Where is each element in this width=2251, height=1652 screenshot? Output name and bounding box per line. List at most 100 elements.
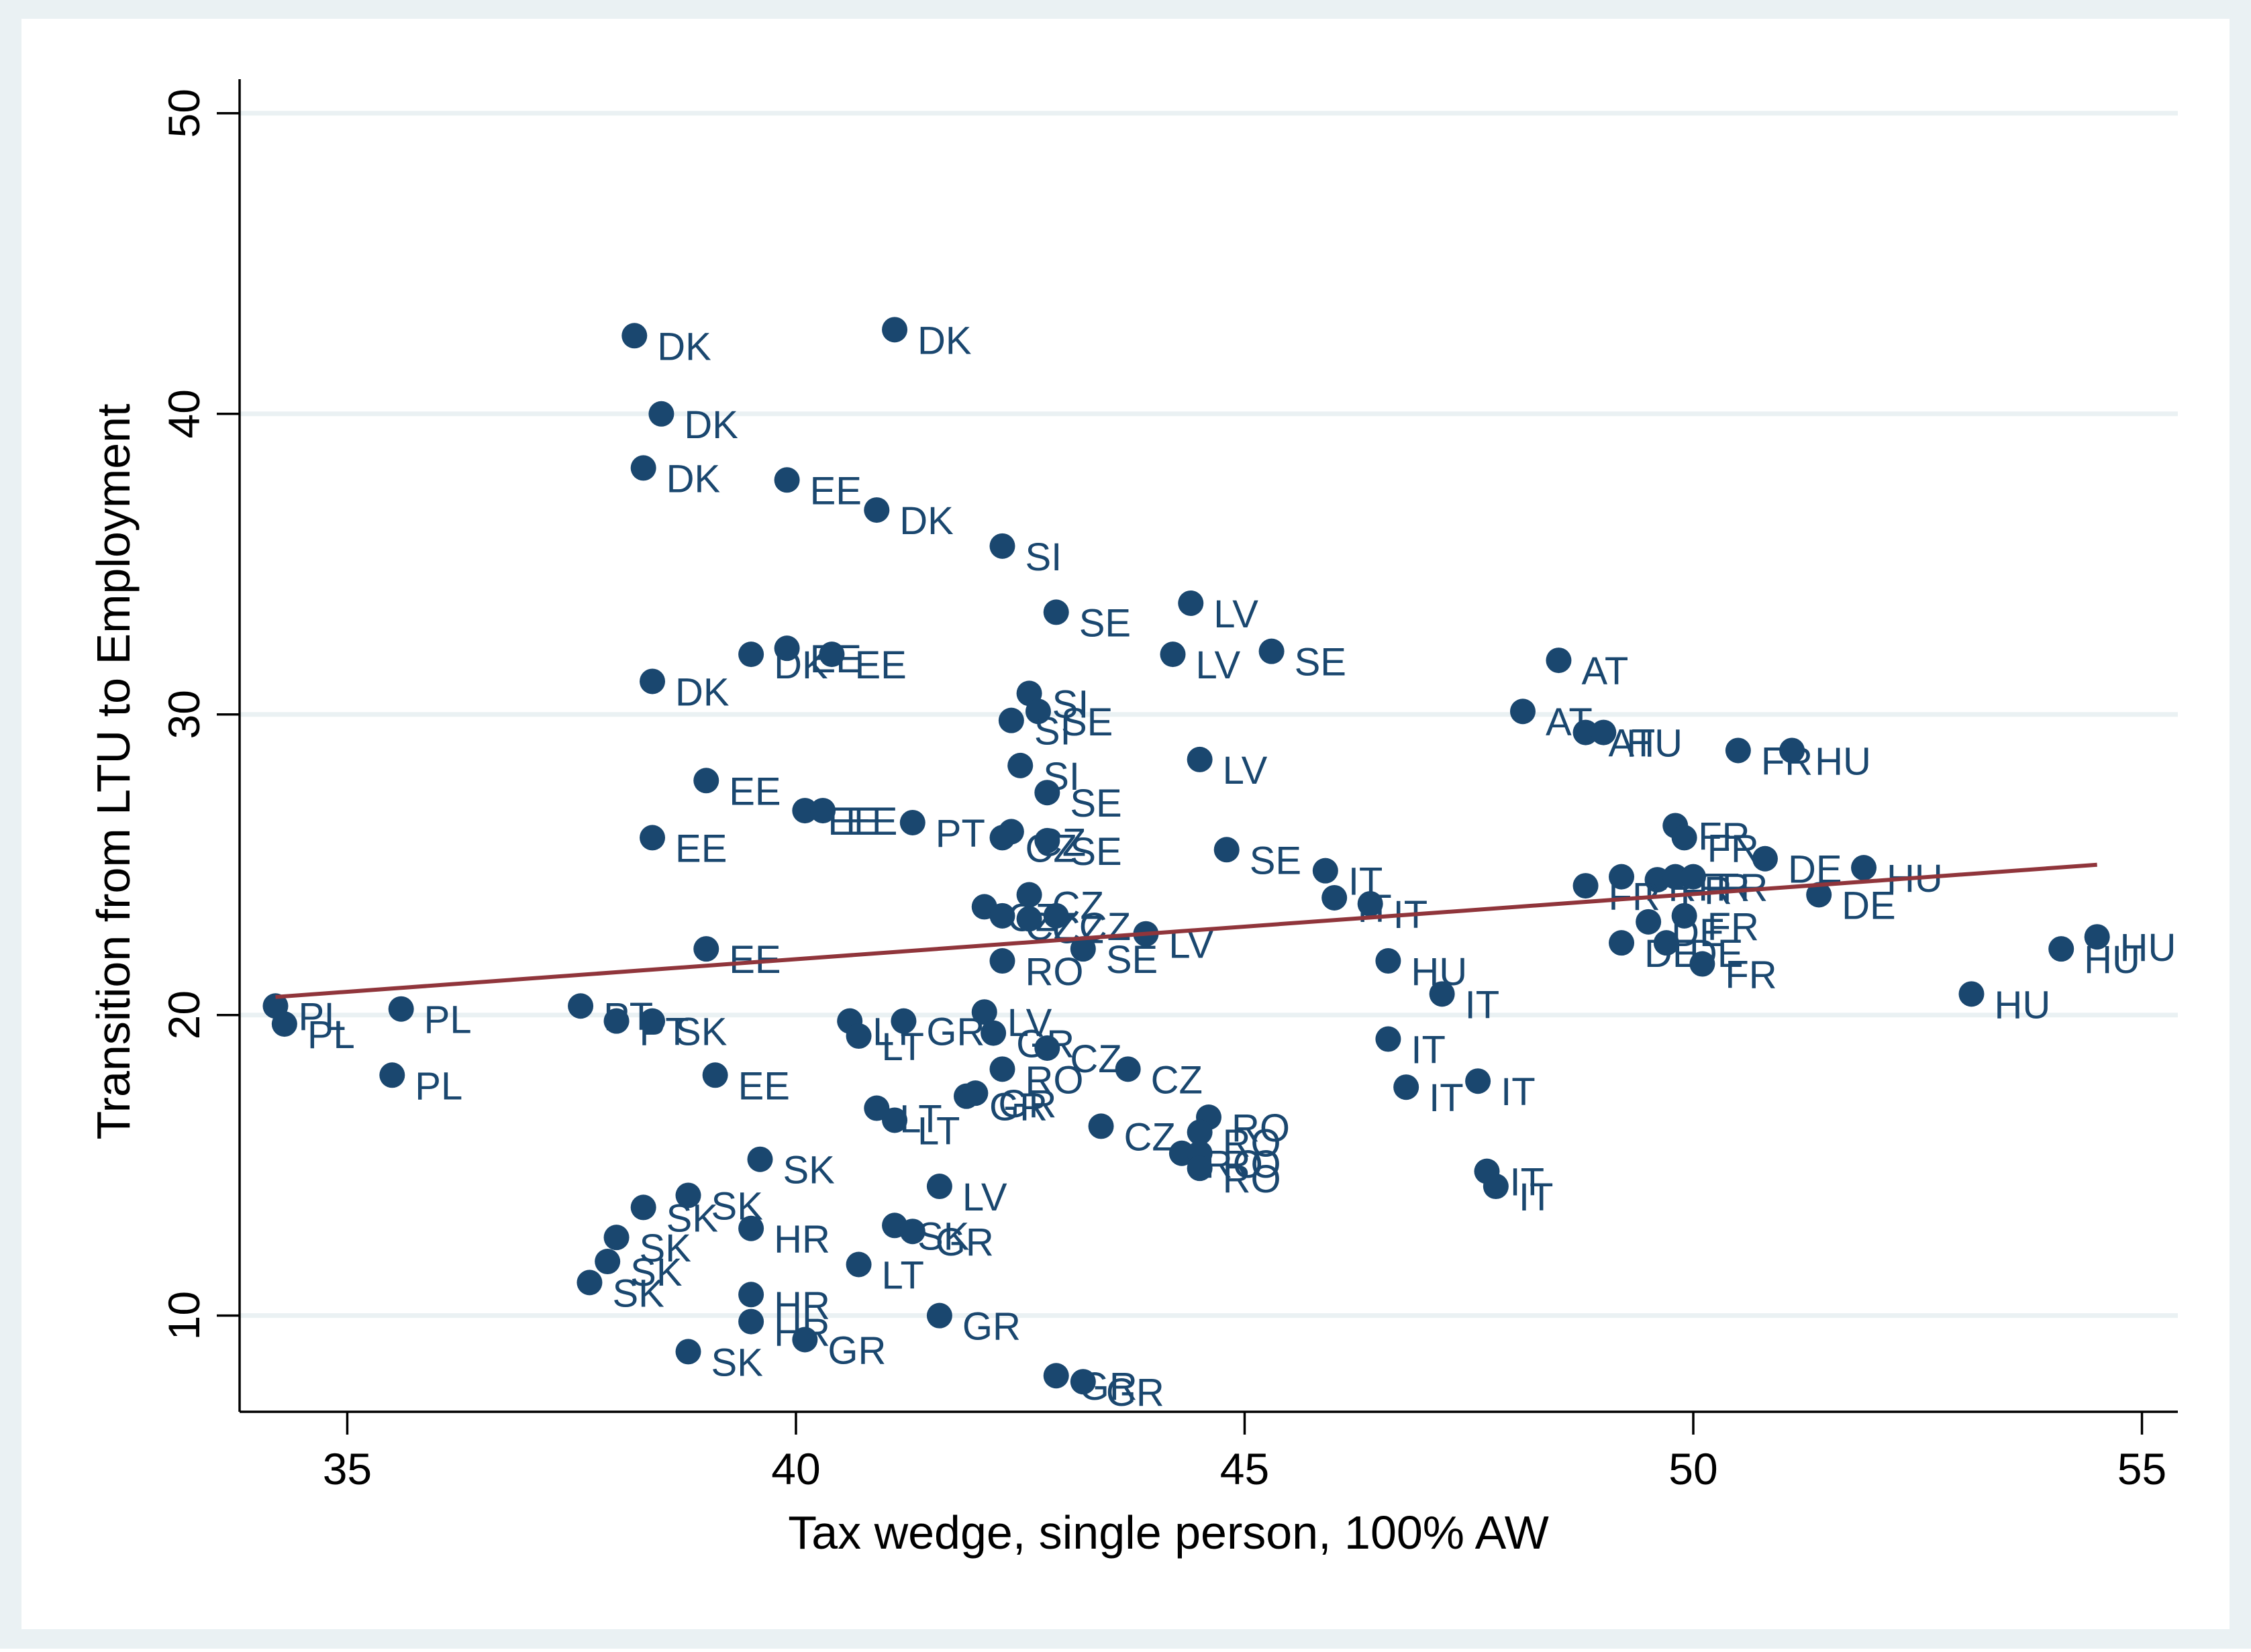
data-point-label: SE [1250, 839, 1301, 882]
data-point-label: RO [1223, 1143, 1281, 1186]
data-point-label: LT [917, 1109, 960, 1153]
x-axis-title: Tax wedge, single person, 100% AW [788, 1506, 1549, 1559]
data-point-marker [1357, 890, 1383, 917]
data-point-marker [1636, 909, 1662, 935]
data-point-label: PL [298, 995, 346, 1039]
data-point-marker [1043, 1363, 1069, 1389]
data-point-marker [864, 1095, 890, 1121]
data-point-marker [1483, 1174, 1509, 1200]
data-point-label: GR [1106, 1371, 1164, 1414]
data-point-label: SI [1025, 535, 1062, 579]
y-tick-label: 10 [159, 1291, 209, 1340]
data-point-marker [989, 533, 1015, 559]
axes: 35 40 45 50 55 10 20 30 40 50 [159, 79, 2178, 1494]
data-point-marker [738, 1282, 764, 1308]
data-point-marker [1375, 948, 1401, 974]
data-point-label: PL [424, 998, 472, 1042]
data-point-label: EE [810, 469, 862, 513]
data-point-label: FR [1698, 866, 1750, 910]
data-point-label: EE [738, 1064, 790, 1108]
data-point-marker [738, 641, 764, 668]
data-point-label: HU [1626, 722, 1683, 766]
y-tick-label: 30 [159, 690, 209, 739]
data-point-label: SK [630, 1251, 683, 1294]
data-point-marker [1115, 1056, 1141, 1082]
data-point-marker [2048, 936, 2074, 962]
data-point-marker [1851, 855, 1877, 881]
data-point-label: IT [1465, 983, 1500, 1027]
data-point-marker [1016, 882, 1042, 908]
data-point-marker [1168, 1140, 1195, 1166]
data-point-label: RO [1223, 1121, 1281, 1165]
data-point-marker [1258, 638, 1285, 664]
data-point-label: DK [666, 457, 721, 501]
data-point-marker [2084, 924, 2110, 950]
data-point-marker [568, 993, 594, 1019]
data-point-marker [774, 635, 800, 662]
data-point-marker [962, 1080, 989, 1106]
data-point-marker [1043, 902, 1069, 929]
data-point-label: SI [1052, 682, 1089, 726]
data-point-marker [774, 467, 800, 493]
data-point-marker [621, 323, 648, 349]
data-point-marker [1671, 825, 1697, 851]
data-point-label: SE [1070, 830, 1121, 874]
data-point-marker [747, 1146, 773, 1172]
data-point-marker [1752, 845, 1778, 872]
y-tick-label: 50 [159, 89, 209, 138]
data-point-marker [738, 1215, 764, 1241]
data-point-label: DK [675, 670, 730, 714]
data-point-label: GR [989, 1086, 1048, 1129]
data-point-label: DK [684, 403, 738, 447]
data-point-label: GR [936, 1221, 994, 1264]
data-point-label: HU [1994, 983, 2050, 1027]
data-point-marker [971, 999, 997, 1025]
data-point-marker [1034, 1035, 1060, 1061]
data-point-label: SK [917, 1215, 970, 1258]
data-point-marker [1429, 981, 1455, 1007]
data-point-marker [1016, 906, 1042, 932]
data-point-marker [1653, 930, 1679, 956]
data-point-label: HU [2084, 938, 2140, 982]
data-point-label: RO [1223, 1157, 1281, 1201]
data-point-label: CZ [1124, 1115, 1176, 1159]
data-point-marker [702, 1062, 728, 1088]
data-point-marker [603, 1008, 630, 1034]
data-point-label: IT [1501, 1070, 1536, 1114]
data-point-label: GR [828, 1329, 886, 1372]
data-point-label: RO [1232, 1106, 1290, 1150]
data-point-marker [882, 1107, 908, 1133]
data-point-label: SE [1106, 938, 1158, 982]
data-point-label: SK [783, 1149, 835, 1192]
data-point-marker [998, 707, 1024, 733]
data-point-marker [1187, 1155, 1213, 1182]
data-point-marker [989, 948, 1015, 974]
data-point-marker [1393, 1074, 1419, 1100]
x-tick-label: 55 [2117, 1444, 2166, 1494]
data-point-label: EE [729, 770, 781, 813]
data-point-marker [648, 401, 674, 427]
data-point-label: GR [962, 1305, 1021, 1349]
data-point-label: LV [1196, 643, 1241, 687]
x-tick-label: 45 [1220, 1444, 1269, 1494]
plot-area-background [21, 19, 2230, 1629]
data-point-marker [675, 1182, 701, 1208]
data-point-label: FR [1707, 905, 1759, 949]
fit-line [275, 862, 2097, 999]
data-point-label: IT [1509, 1161, 1544, 1204]
data-point-marker [693, 936, 719, 962]
data-point-marker [1958, 981, 1985, 1007]
data-point-label: RO [1205, 1143, 1263, 1186]
data-point-marker [1178, 590, 1204, 616]
data-point-label: HR [774, 1284, 830, 1327]
data-point-marker [1312, 858, 1338, 884]
y-tick-label: 20 [159, 990, 209, 1039]
data-point-label: DK [917, 319, 972, 362]
data-point-label: SE [1079, 601, 1131, 645]
data-point-label: SK [612, 1272, 664, 1315]
data-point-label: GR [998, 1082, 1056, 1126]
data-point-marker [989, 825, 1015, 851]
data-point-label: EE [675, 827, 727, 870]
data-point-label: HU [2120, 926, 2177, 970]
